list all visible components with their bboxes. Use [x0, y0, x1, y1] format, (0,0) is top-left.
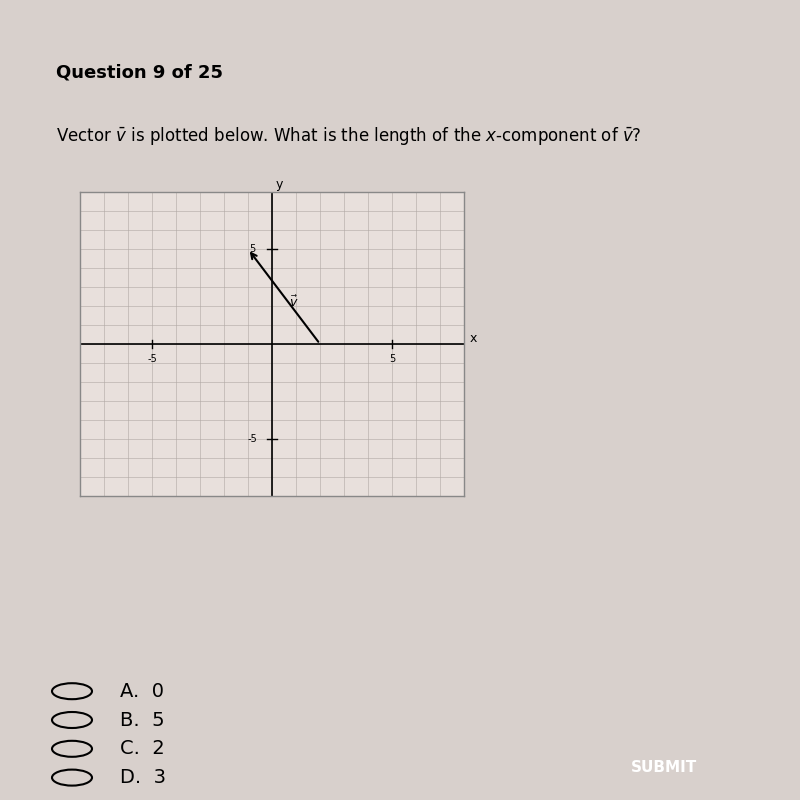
Text: 5: 5 — [250, 244, 256, 254]
Text: Question 9 of 25: Question 9 of 25 — [56, 63, 223, 81]
Text: C.  2: C. 2 — [120, 739, 165, 758]
Text: 5: 5 — [389, 354, 395, 364]
Text: y: y — [275, 178, 283, 191]
Text: -5: -5 — [147, 354, 157, 364]
Text: A.  0: A. 0 — [120, 682, 164, 701]
Text: Vector $\bar{v}$ is plotted below. What is the length of the $x$-component of $\: Vector $\bar{v}$ is plotted below. What … — [56, 125, 642, 147]
Text: B.  5: B. 5 — [120, 710, 165, 730]
Text: -5: -5 — [248, 434, 258, 444]
Text: D.  3: D. 3 — [120, 768, 166, 787]
Text: SUBMIT: SUBMIT — [631, 761, 697, 775]
Text: x: x — [470, 332, 478, 345]
Text: $\vec{v}$: $\vec{v}$ — [289, 294, 298, 310]
